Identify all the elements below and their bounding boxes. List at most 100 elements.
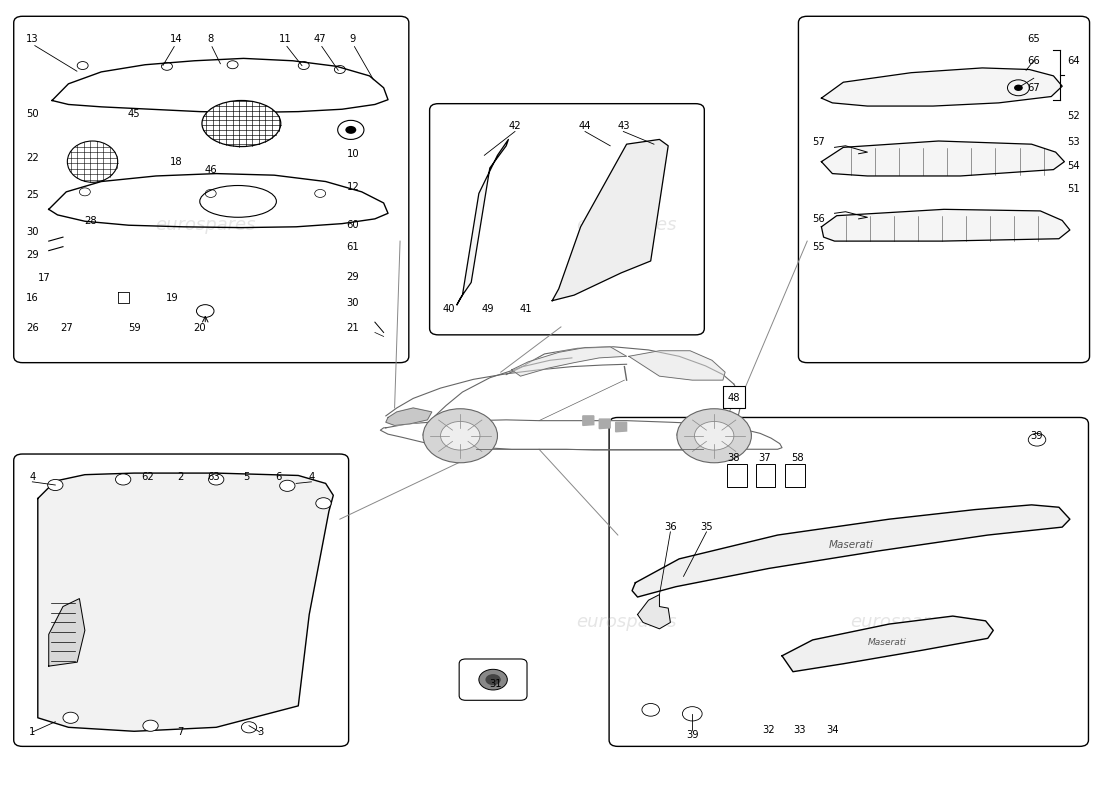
Text: 54: 54 [1067, 161, 1079, 170]
Polygon shape [48, 598, 85, 666]
Polygon shape [616, 422, 627, 432]
Text: 58: 58 [791, 453, 804, 463]
Text: 62: 62 [141, 472, 154, 482]
Text: 66: 66 [1027, 56, 1041, 66]
Text: 4: 4 [30, 472, 35, 482]
Text: 18: 18 [169, 157, 182, 166]
FancyBboxPatch shape [459, 659, 527, 700]
Circle shape [676, 409, 751, 462]
Text: eurospares: eurospares [576, 614, 676, 631]
Polygon shape [632, 505, 1070, 597]
Text: 64: 64 [1067, 56, 1079, 66]
Circle shape [316, 498, 331, 509]
Bar [756, 463, 775, 487]
Ellipse shape [67, 141, 118, 182]
FancyBboxPatch shape [13, 16, 409, 362]
FancyBboxPatch shape [609, 418, 1089, 746]
Text: 34: 34 [826, 725, 838, 734]
Text: 50: 50 [26, 109, 39, 119]
Text: 47: 47 [314, 34, 327, 43]
Circle shape [682, 706, 702, 721]
Bar [727, 463, 747, 487]
Text: 46: 46 [205, 165, 217, 174]
Polygon shape [552, 139, 668, 301]
Bar [785, 463, 805, 487]
Circle shape [116, 474, 131, 485]
Text: 32: 32 [762, 725, 776, 734]
Circle shape [642, 703, 659, 716]
Text: 16: 16 [26, 294, 39, 303]
Ellipse shape [202, 101, 280, 146]
Text: 51: 51 [1067, 185, 1079, 194]
Text: eurospares: eurospares [850, 216, 950, 234]
Polygon shape [600, 419, 610, 429]
Text: 33: 33 [793, 725, 806, 734]
Circle shape [209, 474, 224, 485]
Text: 53: 53 [1067, 137, 1079, 147]
Text: 65: 65 [1027, 34, 1041, 43]
Text: 5: 5 [244, 472, 250, 482]
Polygon shape [629, 350, 725, 380]
Text: eurospares: eurospares [576, 216, 676, 234]
Text: eurospares: eurospares [155, 216, 255, 234]
Text: 39: 39 [1031, 430, 1043, 441]
Text: 10: 10 [346, 149, 360, 158]
Text: 12: 12 [346, 182, 360, 192]
Circle shape [694, 422, 734, 450]
Text: 60: 60 [346, 220, 360, 230]
Text: 4: 4 [308, 472, 315, 482]
Text: 7: 7 [177, 727, 184, 737]
Text: 39: 39 [686, 730, 698, 740]
Polygon shape [583, 416, 594, 426]
Polygon shape [822, 141, 1065, 176]
Text: 19: 19 [166, 294, 179, 303]
Polygon shape [638, 594, 670, 629]
Polygon shape [822, 210, 1070, 241]
Text: 2: 2 [177, 472, 184, 482]
Text: 17: 17 [39, 274, 51, 283]
Text: 45: 45 [128, 109, 141, 119]
Circle shape [63, 712, 78, 723]
Circle shape [1028, 434, 1046, 446]
Text: 1: 1 [29, 727, 35, 737]
Text: 31: 31 [490, 678, 502, 689]
Text: 61: 61 [346, 242, 360, 253]
Text: Maserati: Maserati [868, 638, 906, 647]
Circle shape [345, 126, 356, 134]
Text: eurospares: eurospares [850, 614, 950, 631]
Text: 26: 26 [26, 323, 39, 334]
Circle shape [279, 480, 295, 491]
Circle shape [1014, 85, 1023, 91]
Circle shape [143, 720, 158, 731]
Text: 29: 29 [26, 250, 39, 261]
Circle shape [478, 670, 507, 690]
Text: 41: 41 [519, 304, 532, 314]
Circle shape [485, 674, 501, 686]
Text: 28: 28 [84, 216, 97, 226]
Text: 37: 37 [758, 453, 771, 463]
Polygon shape [37, 473, 333, 731]
Text: 22: 22 [26, 153, 39, 162]
Text: 3: 3 [256, 727, 263, 737]
Text: 43: 43 [617, 121, 629, 131]
Text: 56: 56 [812, 214, 825, 224]
Text: 38: 38 [727, 453, 740, 463]
Text: 11: 11 [278, 34, 292, 43]
Text: 14: 14 [169, 34, 182, 43]
Circle shape [47, 479, 63, 490]
Text: 55: 55 [812, 242, 825, 253]
Polygon shape [822, 68, 1063, 106]
Polygon shape [782, 616, 993, 672]
Text: 30: 30 [346, 298, 360, 308]
Text: eurospares: eurospares [155, 614, 255, 631]
FancyBboxPatch shape [799, 16, 1090, 362]
Text: 6: 6 [275, 472, 282, 482]
Bar [723, 386, 745, 408]
Text: 57: 57 [812, 137, 825, 147]
Circle shape [424, 409, 497, 462]
Text: 29: 29 [346, 272, 360, 282]
Text: 63: 63 [208, 472, 220, 482]
Text: 67: 67 [1027, 82, 1041, 93]
Text: 40: 40 [443, 304, 455, 314]
Circle shape [241, 722, 256, 733]
